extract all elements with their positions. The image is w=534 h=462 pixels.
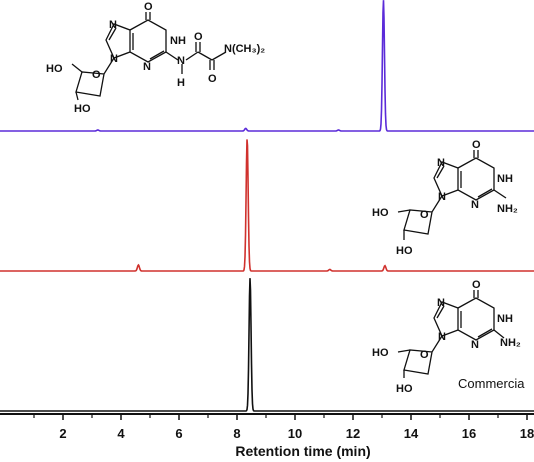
x-axis-title: Retention time (min): [235, 443, 370, 459]
struct-mid-amine: NH₂: [497, 203, 518, 215]
struct-top-link-h: H: [177, 77, 185, 89]
struct-bot-n-pyrim: N: [471, 339, 479, 351]
struct-top-amide-o1: O: [194, 31, 203, 43]
struct-mid-n-glyco: N: [438, 191, 446, 203]
struct-top-carbonyl-o: O: [144, 1, 153, 13]
struct-bot-carbonyl-o: O: [472, 279, 481, 291]
struct-bot-n-glyco: N: [438, 331, 446, 343]
struct-top-n-pyrim: N: [143, 61, 151, 73]
struct-top-n-glyco: N: [110, 53, 118, 65]
struct-top-nh: NH: [170, 35, 186, 47]
struct-top-n-ring: N: [109, 19, 117, 31]
struct-top-ring-o: O: [92, 69, 101, 81]
x-tick-label-8: 8: [233, 426, 240, 441]
struct-mid-n-ring: N: [437, 157, 445, 169]
struct-top-ho-5: HO: [46, 63, 63, 75]
x-tick-label-12: 12: [346, 426, 360, 441]
struct-top-dimethylamino: N(CH₃)₂: [224, 43, 265, 55]
commercial-annotation: Commercia: [458, 376, 525, 391]
x-tick-label-16: 16: [462, 426, 476, 441]
trace-1: [0, 0, 534, 132]
struct-bot-amine: NH₂: [500, 337, 521, 349]
struct-mid-ho-5: HO: [372, 207, 389, 219]
trace-3: [0, 278, 534, 412]
struct-mid-carbonyl-o: O: [472, 139, 481, 151]
struct-bot-ho-3: HO: [396, 383, 413, 395]
struct-bot-ho-5: HO: [372, 347, 389, 359]
trace-2: [0, 139, 534, 272]
struct-bot-n-ring: N: [437, 297, 445, 309]
x-tick-label-10: 10: [288, 426, 302, 441]
x-tick-label-4: 4: [117, 426, 125, 441]
struct-top-link-n: N: [177, 55, 185, 67]
x-tick-label-14: 14: [404, 426, 419, 441]
x-tick-label-18: 18: [520, 426, 534, 441]
x-axis-ticks: 2 4 6 8 10 12 14 16 18: [33, 414, 534, 441]
struct-bot-nh: NH: [497, 313, 513, 325]
structure-middle: O N NH N N NH₂ HO O HO: [372, 139, 518, 257]
chromatogram-traces: [0, 0, 534, 412]
struct-mid-ring-o: O: [420, 209, 429, 221]
struct-bot-ring-o: O: [420, 349, 429, 361]
struct-mid-ho-3: HO: [396, 245, 413, 257]
x-tick-label-6: 6: [175, 426, 182, 441]
struct-top-ho-3: HO: [74, 103, 91, 115]
structure-bottom: O N NH N N NH₂ HO O HO: [372, 279, 521, 395]
structure-top: O N NH N N N H O O N(CH₃)₂ HO O HO: [46, 1, 265, 115]
x-tick-label-2: 2: [59, 426, 66, 441]
struct-top-amide-o2: O: [208, 73, 217, 85]
struct-mid-n-pyrim: N: [471, 199, 479, 211]
struct-mid-nh: NH: [497, 173, 513, 185]
